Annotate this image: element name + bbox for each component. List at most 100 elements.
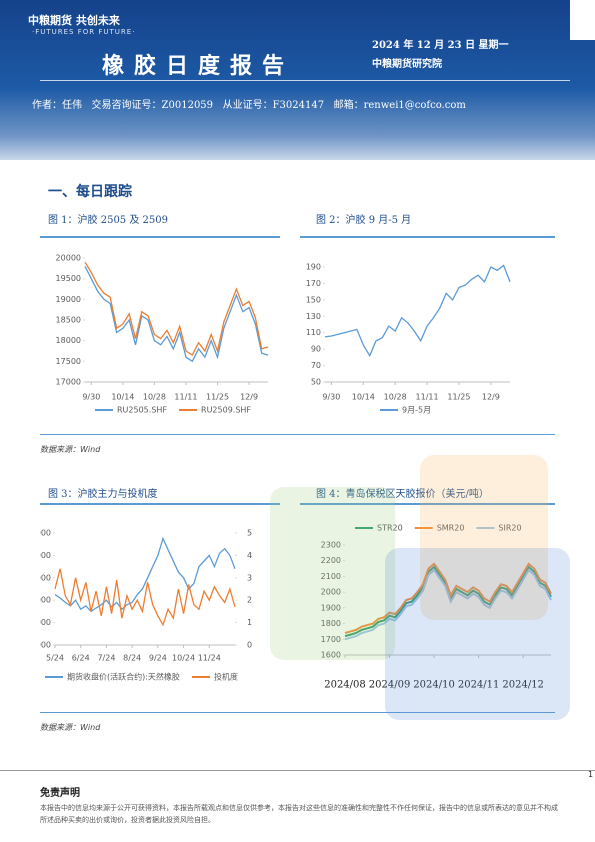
- y-tick-label: 1900: [321, 603, 341, 612]
- y-tick-label: 70: [311, 361, 321, 370]
- legend-label: 9月-5月: [402, 406, 431, 415]
- x-tick-label: 8/24: [123, 654, 141, 663]
- x-tick-label: 11/25: [206, 393, 229, 402]
- source: 数据来源：Wind: [40, 445, 101, 454]
- y-tick-label: 2000: [321, 588, 341, 597]
- report-date: 2024 年 12 月 23 日 星期一: [372, 40, 509, 51]
- y2-tick-label: 2: [247, 596, 252, 605]
- y-tick-label: 110: [306, 328, 321, 337]
- y-tick-label: 90: [311, 345, 321, 354]
- y2-tick-label: 3: [247, 573, 252, 582]
- y-tick-label: 1700: [321, 635, 341, 644]
- y-tick-label: 18000: [40, 573, 51, 582]
- y-tick-label: 14000: [40, 618, 51, 627]
- y2-tick-label: 0: [247, 641, 252, 650]
- x-tick-label: 11/11: [174, 393, 197, 402]
- y-tick-label: 2100: [321, 572, 341, 581]
- series-line: [84, 266, 269, 363]
- series-line: [54, 568, 236, 627]
- license: 交易咨询证号：Z0012059: [91, 100, 214, 111]
- logo: 中粮期货 共创未来: [28, 14, 120, 27]
- rule: [300, 503, 555, 505]
- header-rule: [40, 80, 570, 81]
- series-line: [54, 536, 236, 613]
- x-tick-label: 10/14: [352, 393, 375, 402]
- series-line: [344, 565, 552, 638]
- y-tick-label: 17000: [56, 378, 81, 387]
- rule: [40, 236, 280, 238]
- y-tick-label: 22000: [40, 529, 51, 538]
- decoration: [270, 487, 395, 660]
- y2-tick-label: 1: [247, 618, 252, 627]
- y-tick-label: 50: [311, 378, 321, 387]
- x-tick-label: 10/28: [384, 393, 407, 402]
- y-tick-label: 16000: [40, 596, 51, 605]
- series-line: [324, 264, 511, 358]
- series-line: [344, 568, 552, 641]
- decoration: [385, 548, 570, 720]
- y-tick-label: 19500: [56, 274, 81, 283]
- x-tick-label: 2024/12: [502, 680, 544, 691]
- x-tick-label: 5/24: [46, 654, 64, 663]
- y-tick-label: 1600: [321, 651, 341, 660]
- x-tick-label: 2024/10: [413, 680, 455, 691]
- series-line: [344, 562, 552, 634]
- figure-caption: 图 2：沪胶 9 月-5 月: [316, 215, 412, 226]
- y-tick-label: 18000: [56, 336, 81, 345]
- y-tick-label: 2300: [321, 541, 341, 550]
- x-tick-label: 12/9: [240, 393, 258, 402]
- y-tick-label: 130: [306, 312, 321, 321]
- figure-caption: 图 3：沪胶主力与投机度: [48, 489, 158, 500]
- x-tick-label: 9/30: [322, 393, 340, 402]
- y-tick-label: 20000: [40, 551, 51, 560]
- page-number: 1: [588, 770, 594, 779]
- y-tick-label: 19000: [56, 295, 81, 304]
- chart: 50 70 90 110 130 150 170 190 9/30 10/14 10/28 11/11…: [306, 263, 511, 415]
- slogan: ·FUTURES FOR FUTURE·: [32, 28, 136, 36]
- rule: [40, 434, 555, 435]
- y2-tick-label: 4: [247, 551, 252, 560]
- legend-label: STR20: [377, 524, 403, 533]
- x-tick-label: 11/25: [447, 393, 470, 402]
- rule: [40, 503, 280, 505]
- header-corner: [570, 0, 595, 40]
- author-line: 作者：任伟 交易咨询证号：Z0012059 从业证号：F3024147 邮箱：r…: [32, 96, 466, 111]
- rule: [300, 236, 555, 238]
- chart: 12000 14000 16000 18000 20000 22000 0 1 2 3 4 5 5/24…: [40, 529, 252, 682]
- x-tick-label: 7/24: [97, 654, 115, 663]
- legend-label: RU2509.SHF: [201, 406, 251, 415]
- license: 从业证号：F3024147: [222, 100, 325, 111]
- x-tick-label: 9/24: [149, 654, 167, 663]
- y2-tick-label: 5: [247, 529, 252, 538]
- y-tick-label: 1800: [321, 619, 341, 628]
- x-tick-label: 11/11: [416, 393, 439, 402]
- y-tick-label: 170: [306, 279, 321, 288]
- x-tick-label: 10/14: [111, 393, 134, 402]
- rule: [40, 712, 555, 713]
- disclaimer-text: 本报告中的信息均来源于公开可获得资料，本报告所载观点和信息仅供参考，本报告对这些…: [40, 804, 558, 824]
- y-tick-label: 20000: [56, 254, 81, 263]
- y-tick-label: 12000: [40, 641, 51, 650]
- legend-label: RU2505.SHF: [117, 406, 167, 415]
- email: 邮箱：renwei1@cofco.com: [333, 100, 466, 111]
- source: 数据来源：Wind: [40, 723, 101, 732]
- figure-caption: 图 1：沪胶 2505 及 2509: [48, 215, 168, 226]
- legend-label: 投机度: [214, 672, 238, 682]
- figure-caption: 图 4：青岛保税区天胶报价（美元/吨）: [316, 489, 489, 500]
- x-tick-label: 2024/09: [369, 680, 411, 691]
- series-line: [84, 261, 269, 357]
- decoration: [420, 455, 548, 620]
- x-tick-label: 2024/11: [458, 680, 500, 691]
- report-title: 橡胶日度报告: [102, 53, 295, 79]
- y-tick-label: 190: [306, 263, 321, 272]
- y-tick-label: 2200: [321, 556, 341, 565]
- x-tick-label: 11/24: [198, 654, 221, 663]
- chart: 17000 17500 18000 18500 19000 19500 20000 9/30 1…: [56, 254, 269, 415]
- legend-label: 期货收盘价(活跃合约):天然橡胶: [67, 672, 180, 682]
- section-title: 一、每日跟踪: [48, 184, 132, 200]
- x-tick-label: 6/24: [72, 654, 90, 663]
- x-tick-label: 10/28: [143, 393, 166, 402]
- x-tick-label: 12/9: [482, 393, 500, 402]
